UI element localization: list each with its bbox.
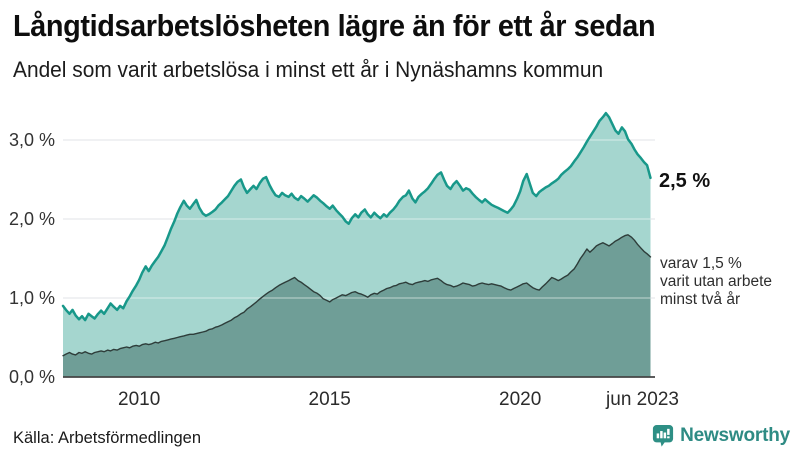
x-tick-label: jun 2023 [605, 389, 679, 410]
newsworthy-bar-chart-icon [652, 425, 674, 447]
y-axis-labels: 0,0 % 1,0 % 2,0 % 3,0 % [9, 130, 55, 387]
two-year-annotation-line3: minst två år [660, 291, 740, 308]
page-title: Långtidsarbetslösheten lägre än för ett … [13, 8, 656, 43]
y-tick-label: 2,0 % [9, 209, 55, 229]
y-tick-label: 1,0 % [9, 288, 55, 308]
y-tick-label: 0,0 % [9, 367, 55, 387]
area-series [63, 113, 651, 377]
x-tick-label: 2020 [499, 389, 541, 410]
source-credit: Källa: Arbetsförmedlingen [13, 429, 202, 447]
series-line-1 [62, 234, 652, 357]
gridline-overlays [63, 139, 655, 299]
x-axis-labels: 2010 2015 2020 jun 2023 [118, 389, 679, 410]
newsworthy-logo: Newsworthy [652, 424, 790, 448]
newsworthy-wordmark: Newsworthy [680, 425, 790, 446]
latest-value-label: 2,5 % [659, 170, 710, 192]
series-lines [61, 111, 652, 357]
two-year-annotation-line2: varit utan arbete [660, 273, 772, 290]
area-fill-1 [63, 234, 651, 377]
x-tick-label: 2010 [118, 389, 160, 410]
series-line-0 [61, 111, 652, 322]
chart-subtitle: Andel som varit arbetslösa i minst ett å… [13, 57, 604, 82]
y-tick-label: 3,0 % [9, 130, 55, 150]
x-tick-label: 2015 [309, 389, 351, 410]
two-year-annotation-line1: varav 1,5 % [660, 255, 742, 272]
